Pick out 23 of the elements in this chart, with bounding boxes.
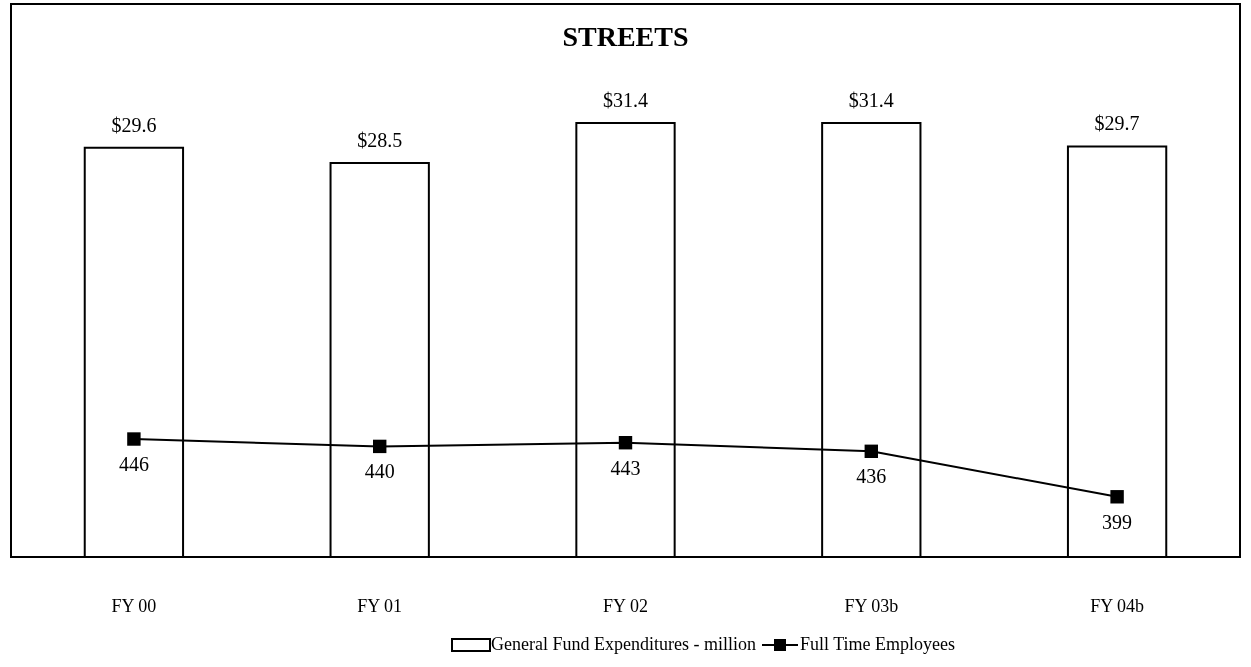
point bbox=[1110, 490, 1124, 504]
text: STREETS bbox=[562, 21, 689, 52]
x-tick-label: FY 03b bbox=[844, 595, 899, 616]
x-tick-label: FY 01 bbox=[357, 595, 403, 616]
x-tick-label: FY 04b bbox=[1090, 595, 1145, 616]
data-label: 436 bbox=[856, 465, 887, 488]
data-label: 440 bbox=[364, 460, 395, 483]
legend-label: General Fund Expenditures - million bbox=[491, 634, 756, 655]
data-label: $28.5 bbox=[357, 128, 403, 151]
data-label: $29.7 bbox=[1094, 112, 1140, 135]
data-label: $31.4 bbox=[848, 88, 894, 111]
data-label: $29.6 bbox=[111, 113, 157, 136]
data-label: $31.4 bbox=[603, 88, 648, 111]
data-label: 446 bbox=[118, 453, 149, 476]
data-label: 399 bbox=[1102, 510, 1133, 533]
x-tick-label: FY 00 bbox=[111, 595, 157, 616]
point bbox=[127, 432, 141, 446]
point bbox=[372, 439, 387, 454]
point bbox=[618, 436, 633, 450]
x-tick-label: FY 02 bbox=[603, 595, 648, 616]
legend-label: Full Time Employees bbox=[799, 634, 955, 655]
point bbox=[864, 444, 879, 459]
data-label: 443 bbox=[610, 456, 641, 479]
